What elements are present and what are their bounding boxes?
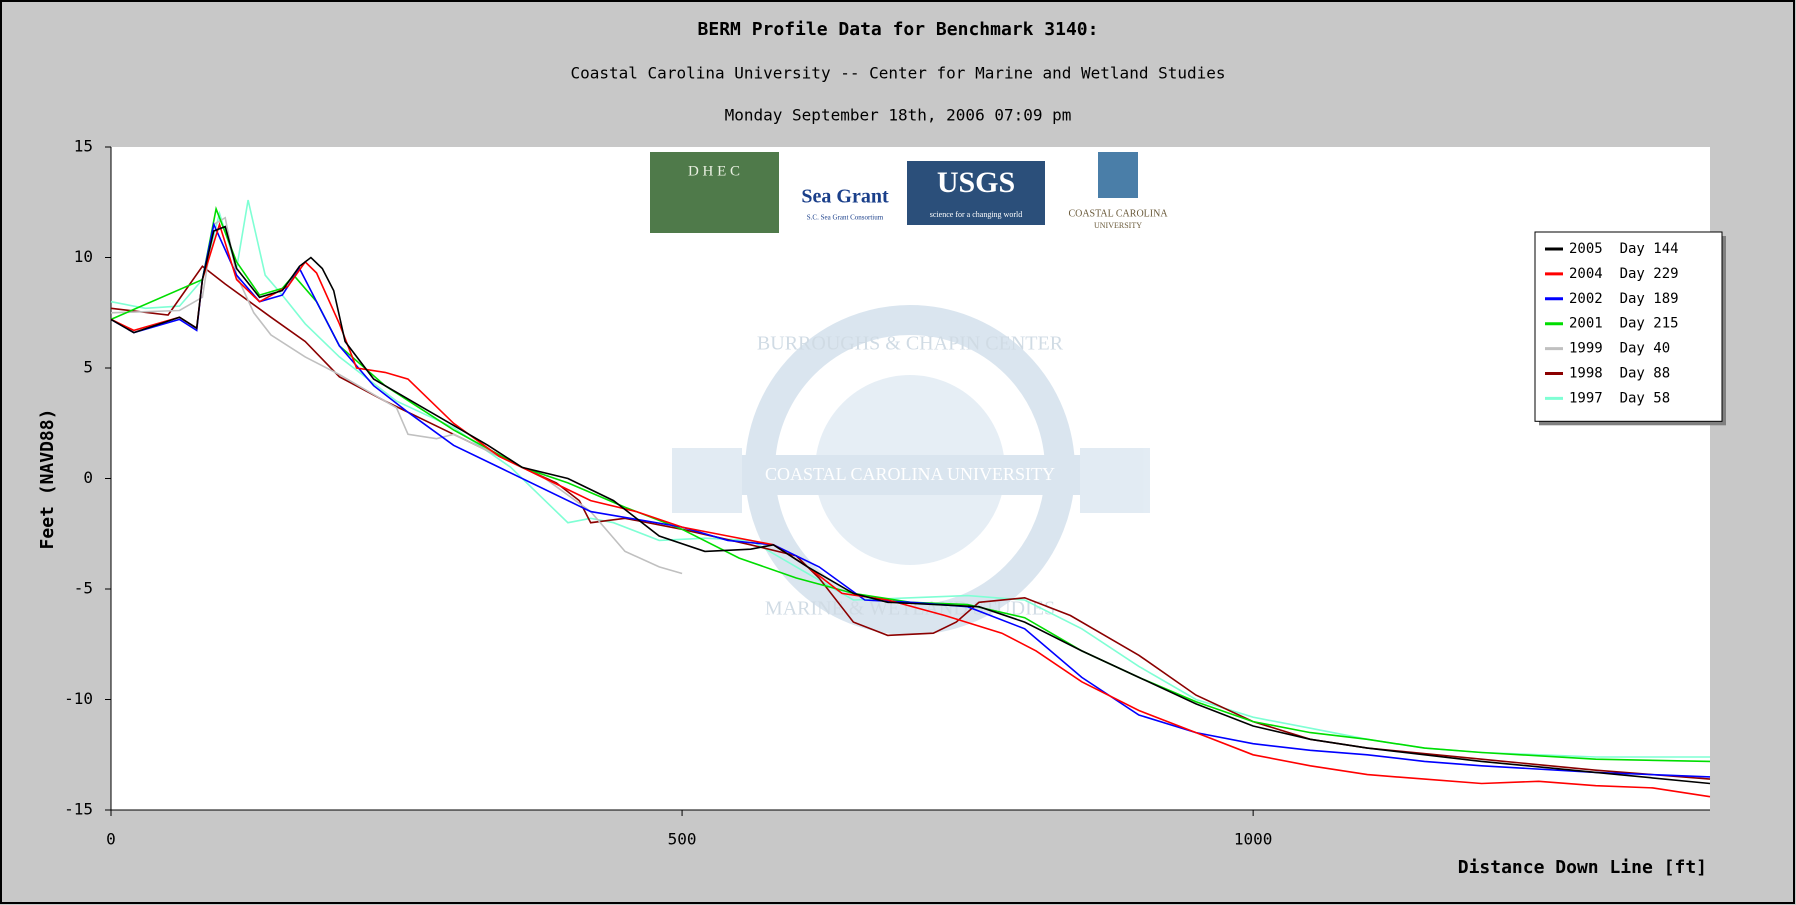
legend-label: 2004 Day 229 bbox=[1569, 266, 1679, 282]
x-tick-label: 0 bbox=[106, 830, 116, 849]
legend-label: 1999 Day 40 bbox=[1569, 341, 1670, 357]
plot-area bbox=[111, 147, 1710, 810]
y-tick-label: 0 bbox=[83, 468, 93, 487]
watermark-text: BURROUGHS & CHAPIN CENTER bbox=[757, 333, 1064, 355]
logo-text: USGS bbox=[937, 166, 1015, 199]
watermark-text: COASTAL CAROLINA UNIVERSITY bbox=[765, 464, 1055, 484]
logos bbox=[650, 152, 1138, 233]
y-tick-label: -10 bbox=[64, 689, 93, 708]
legend-box bbox=[1534, 231, 1723, 422]
series-line bbox=[110, 225, 1711, 785]
y-axis-label: Feet (NAVD88) bbox=[37, 409, 58, 550]
legend-label: 1998 Day 88 bbox=[1569, 366, 1670, 382]
logo-text: COASTAL CAROLINA bbox=[1068, 208, 1168, 219]
logo-text: science for a changing world bbox=[930, 210, 1022, 219]
watermark: BURROUGHS & CHAPIN CENTER COASTAL CAROLIN… bbox=[672, 305, 1150, 635]
legend-label: 2002 Day 189 bbox=[1569, 291, 1679, 307]
legend-label: 1997 Day 58 bbox=[1569, 390, 1670, 406]
y-tick-label: 10 bbox=[74, 247, 93, 266]
x-tick-label: 500 bbox=[668, 830, 697, 849]
y-tick-label: 15 bbox=[74, 137, 93, 156]
series-line bbox=[110, 216, 683, 575]
dhec-logo bbox=[650, 152, 779, 233]
y-tick-label: -5 bbox=[74, 579, 93, 598]
date: Monday September 18th, 2006 07:09 pm bbox=[725, 106, 1072, 125]
usgs-logo bbox=[907, 161, 1045, 225]
series-line bbox=[110, 199, 1710, 758]
legend-label: 2001 Day 215 bbox=[1569, 316, 1679, 332]
logo-text: D H E C bbox=[688, 163, 740, 179]
x-tick-label: 1000 bbox=[1234, 830, 1273, 849]
ccu-emblem bbox=[1098, 152, 1138, 198]
y-tick-label: -15 bbox=[64, 800, 93, 819]
x-axis-label: Distance Down Line [ft] bbox=[1458, 857, 1707, 878]
logo-text: S.C. Sea Grant Consortium bbox=[807, 214, 884, 222]
series-line bbox=[110, 221, 1711, 798]
logo-text: Sea Grant bbox=[801, 186, 889, 208]
y-tick-label: 5 bbox=[83, 358, 93, 377]
chart-title: BERM Profile Data for Benchmark 3140: bbox=[698, 19, 1099, 40]
logo-text: UNIVERSITY bbox=[1094, 221, 1142, 230]
watermark-text: MARINE & WETLAND STUDIES bbox=[765, 598, 1055, 620]
subtitle: Coastal Carolina University -- Center fo… bbox=[570, 64, 1225, 83]
legend-label: 2005 Day 144 bbox=[1569, 241, 1679, 257]
